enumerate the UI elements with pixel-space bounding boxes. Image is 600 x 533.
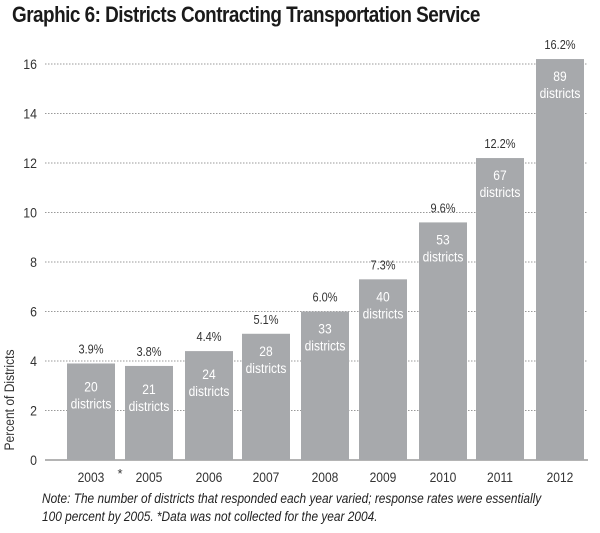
x-tick-label: 2007 [253,469,280,485]
bar [185,351,233,460]
district-unit-label: districts [363,305,404,321]
x-tick-label: 2010 [430,469,457,485]
x-tick-label: 2008 [312,469,339,485]
value-label: 5.1% [253,313,279,327]
district-unit-label: districts [305,338,346,354]
bar [301,311,349,460]
district-unit-label: districts [129,398,170,414]
district-count-label: 40 [376,288,389,304]
bar [536,59,584,461]
district-count-label: 89 [553,68,566,84]
y-tick-label: 14 [23,106,37,122]
bar [242,333,290,460]
district-count-label: 33 [318,321,331,337]
bar [476,158,524,461]
value-label: 9.6% [430,202,456,216]
district-unit-label: districts [423,249,464,265]
y-tick-label: 8 [30,254,37,270]
bar [125,365,173,460]
chart-title: Graphic 6: Districts Contracting Transpo… [12,2,480,27]
district-count-label: 28 [259,343,272,359]
value-label: 12.2% [484,137,516,151]
x-tick-label: 2009 [370,469,397,485]
value-label: 6.0% [312,291,338,305]
bar [67,363,115,460]
y-tick-label: 12 [23,155,37,171]
district-unit-label: districts [246,360,287,376]
district-unit-label: districts [71,396,112,412]
chart-note: Note: The number of districts that respo… [42,490,542,526]
y-tick-label: 4 [30,353,37,369]
note-line-2: 100 percent by 2005. *Data was not colle… [42,509,378,524]
bar [359,279,407,460]
note-line-1: Note: The number of districts that respo… [42,491,542,506]
district-unit-label: districts [480,184,521,200]
y-tick-label: 6 [30,304,37,320]
district-count-label: 53 [436,232,449,248]
district-count-label: 67 [493,167,506,183]
district-count-label: 24 [202,366,215,382]
x-tick-label: 2003 [78,469,105,485]
bar [419,222,467,460]
value-label: 16.2% [544,38,576,52]
y-tick-label: 16 [23,56,37,72]
district-unit-label: districts [189,383,230,399]
district-count-label: 21 [142,381,155,397]
x-tick-label: 2011 [487,469,513,485]
value-label: 3.8% [136,345,162,359]
district-unit-label: districts [540,85,581,101]
y-tick-label: 2 [30,403,37,419]
x-tick-label: 2005 [136,469,163,485]
value-label: 4.4% [196,330,222,344]
x-tick-label: 2012 [547,469,574,485]
y-tick-label: 0 [30,452,37,468]
value-label: 7.3% [370,259,396,273]
x-tick-label: 2006 [196,469,223,485]
y-tick-label: 10 [23,205,37,221]
district-count-label: 20 [84,379,97,395]
value-label: 3.9% [78,343,104,357]
missing-year-marker: * [117,466,122,481]
y-axis-label: Percent of Districts [1,349,17,450]
